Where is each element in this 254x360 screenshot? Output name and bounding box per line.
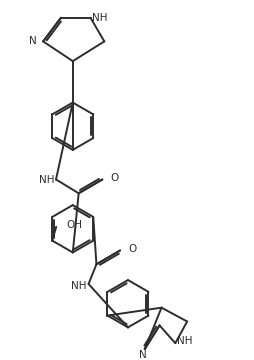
Text: O: O: [110, 174, 118, 184]
Text: NH: NH: [92, 13, 108, 23]
Text: O: O: [128, 244, 136, 255]
Text: OH: OH: [66, 220, 82, 230]
Text: N: N: [139, 350, 147, 360]
Text: N: N: [28, 36, 36, 46]
Text: NH: NH: [177, 336, 193, 346]
Text: NH: NH: [39, 175, 54, 185]
Text: NH: NH: [71, 281, 87, 291]
